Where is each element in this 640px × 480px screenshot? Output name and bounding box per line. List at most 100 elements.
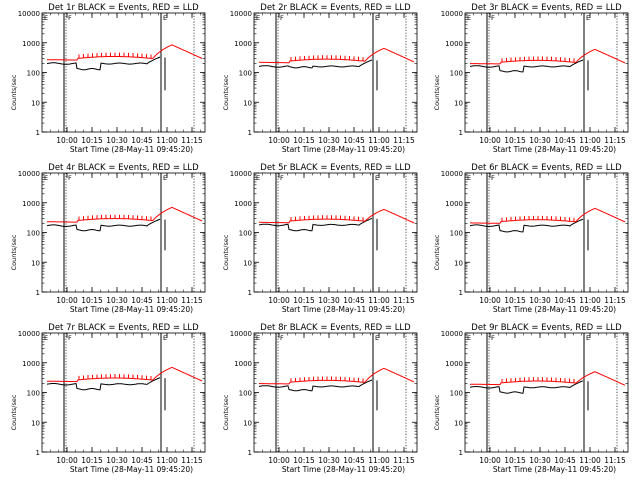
x-tick-label: 10:15: [293, 296, 315, 305]
y-axis-label: Counts/sec: [433, 74, 441, 110]
y-tick-label: 10000: [18, 170, 40, 178]
event-flag-label: F: [280, 174, 284, 182]
x-tick-label: 10:30: [318, 296, 340, 305]
x-tick-label: 11:15: [393, 136, 415, 145]
y-tick-label: 10: [31, 419, 40, 427]
y-tick-label: 1: [36, 449, 40, 457]
series-events-black: [469, 380, 584, 394]
plot-frame: [253, 12, 418, 133]
event-flag-label: E: [163, 334, 167, 342]
y-tick-label: 1: [459, 129, 463, 137]
x-tick-label: 11:15: [393, 296, 415, 305]
x-tick-label: 11:15: [604, 456, 626, 465]
x-tick-label: 10:30: [318, 136, 340, 145]
event-flag-label: E: [375, 174, 379, 182]
x-tick-label: 11:15: [604, 296, 626, 305]
x-tick-label: 10:15: [504, 136, 526, 145]
series-lld-red: [46, 206, 203, 223]
y-tick-label: 10000: [441, 330, 463, 338]
y-tick-label: 10: [454, 259, 463, 267]
y-tick-label: 100: [239, 390, 252, 398]
panel-det-5: Det 5r BLACK = Events, RED = LLD 1 10 100 10…: [222, 163, 418, 314]
event-flag-label: E: [467, 174, 471, 182]
x-tick-label: 11:15: [393, 456, 415, 465]
x-tick-label: 10:30: [529, 296, 551, 305]
x-axis-label: Start Time (28-May-11 09:45:20): [70, 465, 193, 474]
series-lld-red: [47, 44, 203, 61]
x-axis-label: Start Time (28-May-11 09:45:20): [493, 465, 616, 474]
panel-det-4: Det 4r BLACK = Events, RED = LLD 1 10 100 10…: [10, 163, 206, 314]
y-tick-label: 100: [450, 70, 463, 78]
x-tick-label: 10:45: [131, 136, 153, 145]
y-tick-label: 1: [248, 289, 252, 297]
x-axis-label: Start Time (28-May-11 09:45:20): [282, 465, 405, 474]
panel-det-6: Det 6r BLACK = Events, RED = LLD 1 10 100 10…: [433, 163, 629, 314]
y-tick-label: 10: [31, 99, 40, 107]
series-events-black: [46, 377, 161, 391]
y-tick-label: 100: [27, 70, 40, 78]
x-tick-label: 10:30: [106, 296, 128, 305]
y-tick-label: 1000: [234, 40, 252, 48]
x-tick-label: 10:15: [293, 456, 315, 465]
x-axis-label: Start Time (28-May-11 09:45:20): [493, 305, 616, 314]
x-tick-label: 10:00: [56, 136, 78, 145]
y-tick-label: 100: [239, 230, 252, 238]
x-tick-label: 10:15: [81, 296, 103, 305]
x-axis-label: Start Time (28-May-11 09:45:20): [282, 145, 405, 154]
x-tick-label: 10:00: [268, 136, 290, 145]
y-tick-label: 100: [27, 390, 40, 398]
panel-title: Det 8r BLACK = Events, RED = LLD: [260, 323, 411, 333]
x-tick-label: 10:30: [318, 456, 340, 465]
y-tick-label: 10000: [441, 10, 463, 18]
series-events-black: [46, 218, 161, 232]
x-tick-label: 11:00: [156, 136, 178, 145]
x-axis-label: Start Time (28-May-11 09:45:20): [282, 305, 405, 314]
y-tick-label: 10000: [230, 170, 252, 178]
y-axis-label: Counts/sec: [10, 394, 18, 430]
event-flag-label: E: [44, 174, 48, 182]
x-tick-label: 10:45: [554, 296, 576, 305]
event-flag-label: E: [586, 174, 590, 182]
y-tick-label: 1: [36, 289, 40, 297]
plot-frame: [464, 12, 629, 133]
event-flag-label: E: [375, 334, 379, 342]
y-tick-label: 1000: [22, 200, 40, 208]
y-tick-label: 1: [248, 449, 252, 457]
x-tick-label: 11:15: [604, 136, 626, 145]
panel-title: Det 2r BLACK = Events, RED = LLD: [260, 3, 411, 13]
event-flag-label: E: [256, 174, 260, 182]
x-tick-label: 10:15: [81, 136, 103, 145]
y-tick-label: 1000: [22, 360, 40, 368]
y-tick-label: 100: [450, 390, 463, 398]
x-tick-label: 11:00: [579, 136, 601, 145]
x-tick-label: 11:00: [368, 296, 390, 305]
x-tick-label: 10:45: [554, 456, 576, 465]
y-axis-label: Counts/sec: [10, 234, 18, 270]
panel-title: Det 7r BLACK = Events, RED = LLD: [48, 323, 199, 333]
event-flag-label: E: [44, 334, 48, 342]
x-tick-label: 10:30: [106, 456, 128, 465]
series-events-black: [469, 59, 584, 73]
event-flag-label: E: [467, 14, 471, 22]
y-tick-label: 100: [450, 230, 463, 238]
series-lld-red: [47, 366, 203, 383]
x-tick-label: 10:30: [106, 136, 128, 145]
event-flag-label: F: [491, 14, 495, 22]
y-axis-label: Counts/sec: [433, 394, 441, 430]
x-tick-label: 10:15: [81, 456, 103, 465]
event-flag-label: E: [44, 14, 48, 22]
x-tick-label: 11:00: [579, 456, 601, 465]
panel-title: Det 4r BLACK = Events, RED = LLD: [48, 163, 199, 173]
y-tick-label: 1000: [445, 40, 463, 48]
event-flag-label: E: [163, 14, 167, 22]
panel-det-8: Det 8r BLACK = Events, RED = LLD 1 10 100 10…: [222, 323, 418, 474]
series-lld-red: [258, 367, 415, 385]
y-axis-label: Counts/sec: [433, 234, 441, 270]
plot-frame: [253, 332, 418, 453]
x-tick-label: 10:15: [504, 296, 526, 305]
event-flag-label: E: [256, 14, 260, 22]
x-tick-label: 10:00: [479, 136, 501, 145]
y-tick-label: 1: [459, 449, 463, 457]
x-tick-label: 11:00: [368, 136, 390, 145]
